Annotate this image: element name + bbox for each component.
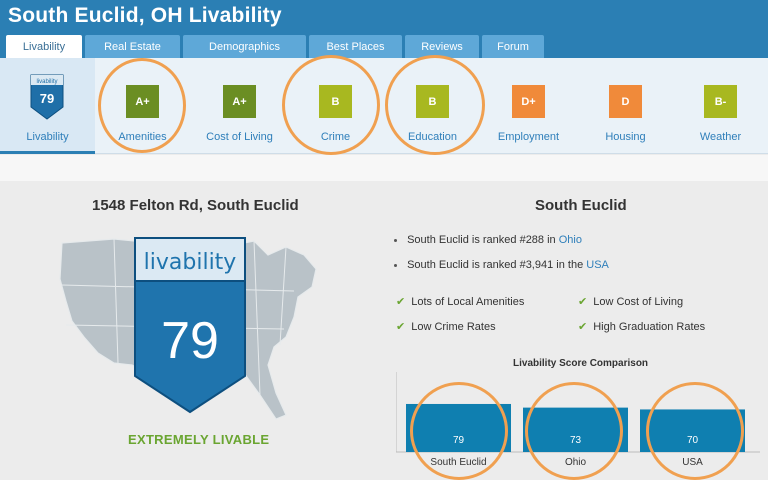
shield-label: livability xyxy=(144,250,237,275)
bar-value-usa: 70 xyxy=(687,435,699,446)
grade-bar: livability 79 Livability A+ Amenities A+… xyxy=(0,58,768,154)
score-comparison-chart: 79 South Euclid 73 Ohio 70 USA xyxy=(396,372,760,468)
grade-badge-cost-of-living: A+ xyxy=(223,85,256,118)
national-rank-prefix: South Euclid is ranked #3,941 in the xyxy=(407,259,584,271)
grade-item-crime[interactable]: B Crime xyxy=(288,58,383,154)
livability-rating: EXTREMELY LIVABLE xyxy=(128,432,270,447)
grade-item-cost-of-living[interactable]: A+ Cost of Living xyxy=(192,58,287,154)
grade-badge-housing: D xyxy=(609,85,642,118)
highlight-cost-of-living: ✔ Low Cost of Living xyxy=(578,296,684,308)
checkmark-icon: ✔ xyxy=(396,296,406,308)
livability-score-shield-icon: livability 79 xyxy=(134,237,246,414)
grade-label-livability: Livability xyxy=(26,131,69,143)
small-shield-score: 79 xyxy=(40,91,54,106)
checkmark-icon: ✔ xyxy=(396,321,406,333)
checkmark-icon: ✔ xyxy=(578,321,588,333)
address-title: 1548 Felton Rd, South Euclid xyxy=(92,197,299,214)
tab-livability[interactable]: Livability xyxy=(6,35,82,58)
checkmark-icon: ✔ xyxy=(578,296,588,308)
highlight-graduation: ✔ High Graduation Rates xyxy=(578,321,706,333)
bar-label-ohio: Ohio xyxy=(565,457,587,468)
grade-label-education: Education xyxy=(408,131,457,143)
grade-item-employment[interactable]: D+ Employment xyxy=(481,58,576,154)
grade-label-housing: Housing xyxy=(605,131,646,143)
highlight-crime: ✔ Low Crime Rates xyxy=(396,321,496,333)
grade-badge-amenities: A+ xyxy=(126,85,159,118)
livability-shield-icon: livability 79 xyxy=(30,74,64,120)
tab-bar: Livability Real Estate Demographics Best… xyxy=(6,35,547,58)
grade-label-amenities: Amenities xyxy=(118,131,167,143)
bar-south-euclid xyxy=(406,403,511,452)
grade-badge-weather: B- xyxy=(704,85,737,118)
grade-label-employment: Employment xyxy=(497,131,560,143)
grade-badge-employment: D+ xyxy=(512,85,545,118)
tab-demographics[interactable]: Demographics xyxy=(183,35,306,58)
city-title: South Euclid xyxy=(535,197,627,214)
section-divider xyxy=(0,155,768,181)
grade-badge-crime: B xyxy=(319,85,352,118)
state-rank-text: South Euclid is ranked #288 in Ohio xyxy=(394,234,582,246)
usa-link[interactable]: USA xyxy=(586,259,609,271)
bar-label-south-euclid: South Euclid xyxy=(430,457,486,468)
bar-value-ohio: 73 xyxy=(570,435,582,446)
state-rank-prefix: South Euclid is ranked #288 in xyxy=(407,234,556,246)
grade-label-cost-of-living: Cost of Living xyxy=(206,131,273,143)
small-shield-label: livability xyxy=(36,79,57,85)
page-title: South Euclid, OH Livability xyxy=(8,4,282,27)
grade-item-education[interactable]: B Education xyxy=(385,58,480,154)
tab-reviews[interactable]: Reviews xyxy=(405,35,479,58)
ohio-link[interactable]: Ohio xyxy=(558,234,582,246)
tab-real-estate[interactable]: Real Estate xyxy=(85,35,180,58)
grade-label-crime: Crime xyxy=(320,131,351,143)
national-rank-text: South Euclid is ranked #3,941 in the USA xyxy=(394,259,609,271)
bar-value-south-euclid: 79 xyxy=(453,435,465,446)
grade-item-amenities[interactable]: A+ Amenities xyxy=(95,58,190,154)
tab-forum[interactable]: Forum xyxy=(482,35,544,58)
grade-badge-education: B xyxy=(416,85,449,118)
tab-best-places[interactable]: Best Places xyxy=(309,35,402,58)
bar-usa xyxy=(640,409,745,452)
grade-item-livability[interactable]: livability 79 Livability xyxy=(0,58,95,154)
grade-item-housing[interactable]: D Housing xyxy=(578,58,673,154)
chart-title: Livability Score Comparison xyxy=(513,358,649,369)
grade-item-weather[interactable]: B- Weather xyxy=(673,58,768,154)
bar-ohio xyxy=(523,407,628,452)
grade-label-weather: Weather xyxy=(699,131,742,143)
bar-label-usa: USA xyxy=(682,457,703,468)
shield-score: 79 xyxy=(161,312,219,370)
highlight-amenities: ✔ Lots of Local Amenities xyxy=(396,296,525,308)
